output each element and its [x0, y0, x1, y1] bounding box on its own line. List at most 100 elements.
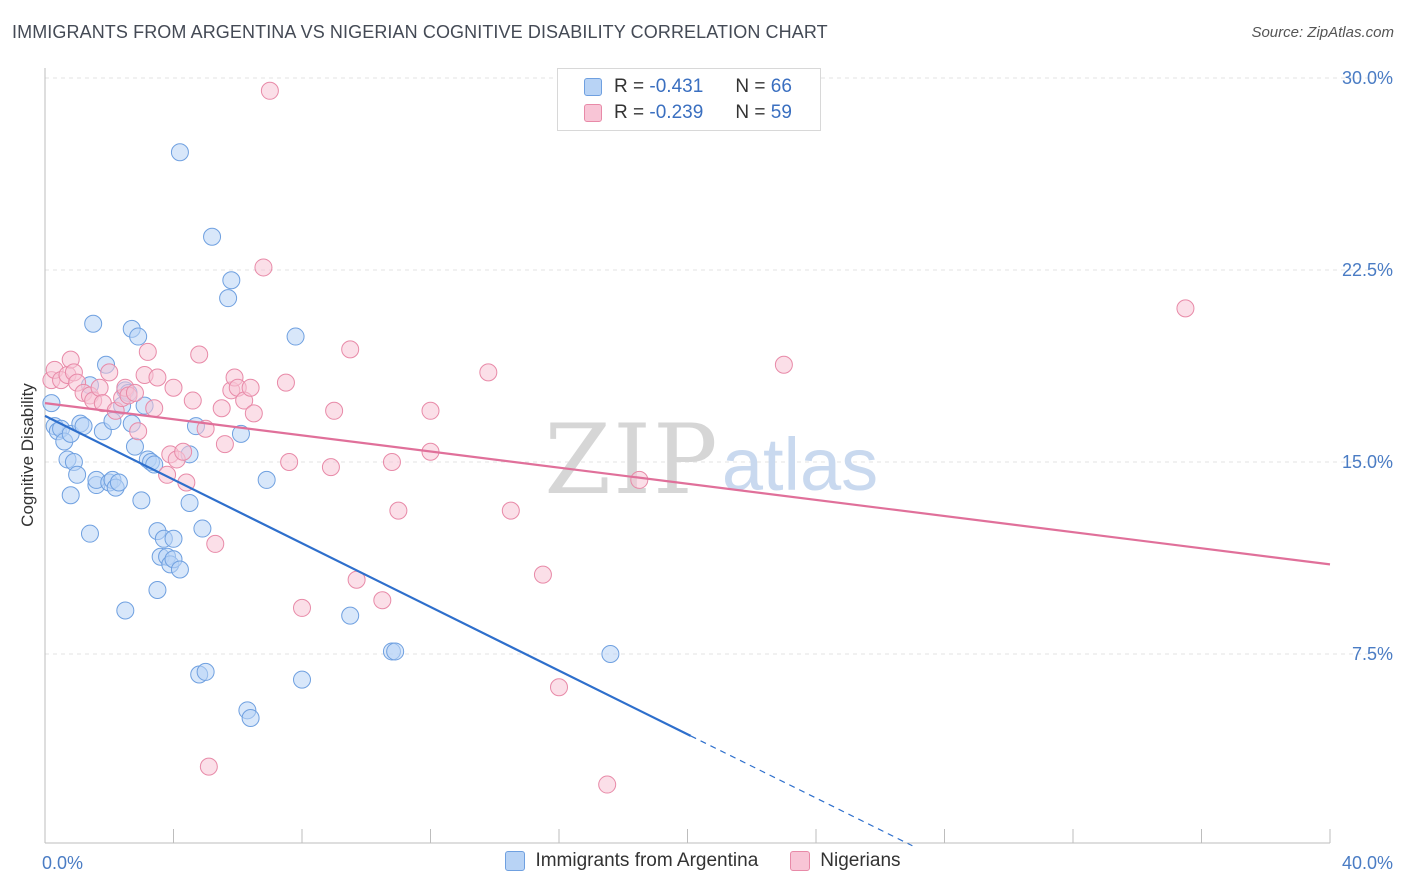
data-point: [148, 368, 167, 387]
data-point: [254, 258, 273, 277]
data-point: [129, 327, 148, 346]
data-point: [206, 534, 225, 553]
data-point: [129, 422, 148, 441]
legend-swatch-argentina: [584, 78, 602, 96]
data-point: [280, 453, 299, 471]
data-point: [533, 565, 552, 584]
chart-source: Source: ZipAtlas.com: [1251, 24, 1394, 41]
data-point: [479, 363, 498, 382]
data-point: [774, 355, 793, 374]
data-point: [116, 601, 135, 620]
y-tick-label: 30.0%: [1342, 68, 1393, 88]
data-point: [286, 327, 305, 346]
trend-line: [44, 414, 692, 737]
data-points: [42, 81, 1195, 794]
data-point: [321, 458, 340, 477]
data-point: [145, 399, 164, 418]
legend-swatch-argentina: [505, 851, 526, 871]
legend-row-argentina: R = -0.431 N = 66: [584, 75, 792, 99]
data-point: [241, 709, 260, 727]
data-point: [215, 435, 234, 454]
data-point: [341, 340, 360, 359]
legend-n-label: N =: [735, 102, 766, 123]
data-point: [382, 453, 401, 471]
data-point: [244, 404, 263, 423]
legend-r-label: R =: [614, 102, 645, 123]
data-point: [170, 143, 189, 162]
data-point: [601, 645, 620, 663]
data-point: [158, 465, 177, 484]
data-point: [109, 473, 128, 492]
data-point: [193, 519, 212, 538]
data-point: [84, 314, 103, 333]
trend-line: [44, 402, 1331, 566]
legend-r-value: -0.239: [649, 102, 704, 123]
legend-label-argentina: Immigrants from Argentina: [535, 850, 759, 871]
trend-lines: [44, 402, 1331, 847]
data-point: [260, 81, 279, 100]
data-point: [90, 378, 109, 397]
data-point: [203, 227, 222, 246]
legend-r-value: -0.431: [649, 76, 704, 97]
watermark-zip: ZIP: [544, 404, 719, 516]
data-point: [190, 345, 209, 364]
gridlines: [45, 77, 1392, 655]
y-axis-label: Cognitive Disability: [18, 383, 37, 527]
data-point: [386, 642, 405, 661]
data-point: [138, 342, 157, 361]
data-point: [373, 591, 392, 610]
legend-r-label: R =: [614, 76, 645, 97]
legend-row-nigerians: R = -0.239 N = 59: [584, 101, 792, 125]
data-point: [125, 383, 144, 402]
series-nigerians: [42, 81, 1195, 794]
data-point: [550, 678, 568, 697]
data-point: [170, 560, 189, 579]
data-point: [61, 486, 80, 505]
legend-swatch-nigerians: [790, 851, 811, 871]
data-point: [212, 399, 231, 418]
x-tick-label-min: 0.0%: [42, 853, 83, 873]
x-tick-label-max: 40.0%: [1342, 853, 1393, 873]
data-point: [231, 424, 250, 443]
data-point: [148, 581, 167, 599]
y-tick-label: 7.5%: [1352, 644, 1393, 664]
data-point: [293, 598, 311, 617]
data-point: [501, 501, 520, 520]
legend-item-nigerians[interactable]: Nigerians: [790, 850, 901, 872]
legend-n-label: N =: [735, 76, 766, 97]
legend-label-nigerians: Nigerians: [820, 850, 901, 871]
data-point: [174, 442, 193, 461]
tick-labels: 7.5% 15.0% 22.5% 30.0% 0.0% 40.0%: [42, 68, 1393, 873]
data-point: [341, 606, 360, 625]
data-point: [219, 289, 238, 308]
data-point: [164, 529, 183, 548]
data-point: [180, 493, 199, 512]
legend-n-value: 59: [770, 102, 792, 123]
legend-item-argentina[interactable]: Immigrants from Argentina: [505, 850, 758, 872]
y-tick-label: 22.5%: [1342, 260, 1393, 280]
data-point: [241, 378, 260, 397]
data-point: [421, 401, 440, 420]
data-point: [257, 470, 276, 489]
data-point: [164, 378, 183, 397]
data-point: [1176, 299, 1195, 318]
data-point: [183, 391, 202, 410]
watermark-atlas: atlas: [722, 423, 878, 506]
series-argentina: [42, 143, 620, 727]
data-point: [68, 465, 87, 484]
data-point: [132, 491, 151, 510]
series-legend: Immigrants from Argentina Nigerians: [0, 850, 1406, 872]
legend-n-value: 66: [770, 76, 792, 97]
data-point: [630, 470, 649, 489]
data-point: [199, 757, 218, 776]
correlation-legend: R = -0.431 N = 66 R = -0.239 N = 59: [557, 68, 821, 131]
data-point: [325, 401, 344, 420]
chart-title: IMMIGRANTS FROM ARGENTINA VS NIGERIAN CO…: [12, 22, 828, 42]
data-point: [125, 437, 144, 456]
data-point: [598, 775, 617, 794]
data-point: [222, 271, 241, 290]
data-point: [80, 524, 99, 543]
trend-line-extrapolated: [690, 735, 913, 847]
data-point: [100, 363, 119, 382]
